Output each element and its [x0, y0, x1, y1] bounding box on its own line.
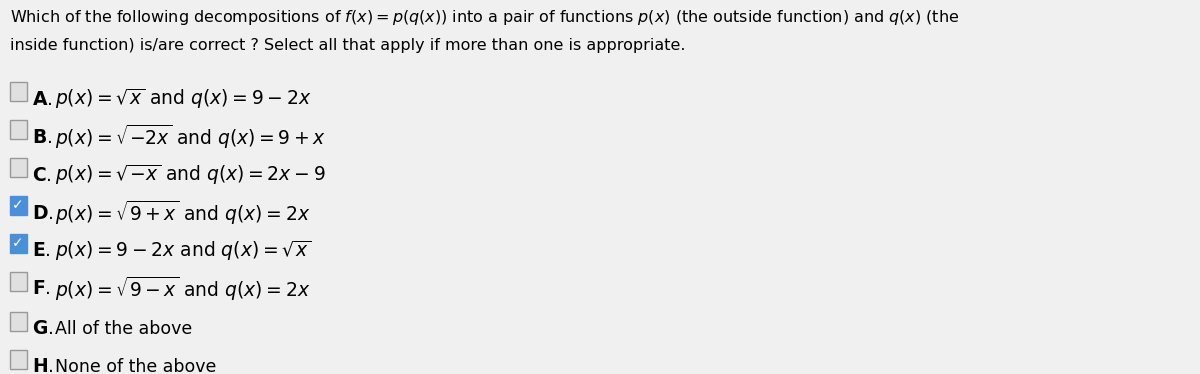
FancyBboxPatch shape — [10, 82, 26, 101]
FancyBboxPatch shape — [10, 196, 26, 215]
Text: $\mathbf{E}.$: $\mathbf{E}.$ — [32, 242, 50, 261]
Text: $\mathbf{A}.$: $\mathbf{A}.$ — [32, 89, 53, 108]
Text: $p(x) = \sqrt{-2x}$ and $q(x) = 9 + x$: $p(x) = \sqrt{-2x}$ and $q(x) = 9 + x$ — [55, 123, 326, 151]
FancyBboxPatch shape — [10, 120, 26, 138]
FancyBboxPatch shape — [10, 157, 26, 177]
FancyBboxPatch shape — [10, 272, 26, 291]
Text: ✓: ✓ — [12, 236, 24, 250]
Text: $\mathbf{G}.$: $\mathbf{G}.$ — [32, 319, 53, 338]
Text: None of the above: None of the above — [55, 358, 216, 374]
FancyBboxPatch shape — [10, 349, 26, 368]
Text: $\mathbf{B}.$: $\mathbf{B}.$ — [32, 128, 52, 147]
Text: $\mathbf{H}.$: $\mathbf{H}.$ — [32, 358, 54, 374]
FancyBboxPatch shape — [10, 233, 26, 252]
Text: $p(x) = \sqrt{x}$ and $q(x) = 9 - 2x$: $p(x) = \sqrt{x}$ and $q(x) = 9 - 2x$ — [55, 87, 312, 111]
Text: ✓: ✓ — [12, 198, 24, 212]
FancyBboxPatch shape — [10, 312, 26, 331]
Text: $p(x) = \sqrt{9 - x}$ and $q(x) = 2x$: $p(x) = \sqrt{9 - x}$ and $q(x) = 2x$ — [55, 275, 311, 303]
Text: Which of the following decompositions of $f(x) = p(q(x))$ into a pair of functio: Which of the following decompositions of… — [10, 8, 960, 27]
Text: $p(x) = 9 - 2x$ and $q(x) = \sqrt{x}$: $p(x) = 9 - 2x$ and $q(x) = \sqrt{x}$ — [55, 239, 311, 263]
Text: $p(x) = \sqrt{9 + x}$ and $q(x) = 2x$: $p(x) = \sqrt{9 + x}$ and $q(x) = 2x$ — [55, 199, 311, 227]
Text: All of the above: All of the above — [55, 320, 192, 338]
Text: $\mathbf{F}.$: $\mathbf{F}.$ — [32, 279, 50, 298]
Text: $p(x) = \sqrt{-x}$ and $q(x) = 2x - 9$: $p(x) = \sqrt{-x}$ and $q(x) = 2x - 9$ — [55, 163, 325, 187]
Text: $\mathbf{D}.$: $\mathbf{D}.$ — [32, 203, 54, 223]
Text: inside function) is/are correct ? Select all that apply if more than one is appr: inside function) is/are correct ? Select… — [10, 38, 685, 53]
Text: $\mathbf{C}.$: $\mathbf{C}.$ — [32, 166, 52, 184]
